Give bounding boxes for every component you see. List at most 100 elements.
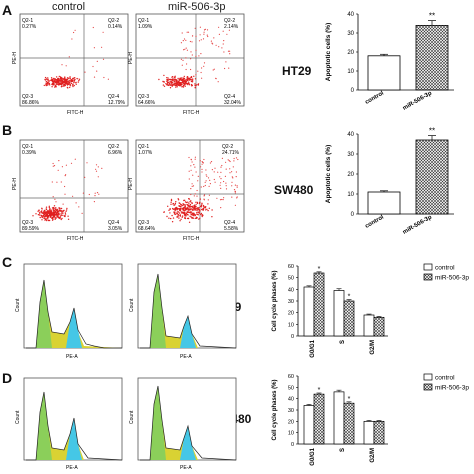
legend-swatch	[423, 373, 433, 381]
flow-event-dot	[60, 214, 62, 217]
x-axis-label: FITC-H	[67, 236, 84, 242]
flow-event-dot	[97, 176, 99, 178]
flow-event-dot	[198, 55, 200, 57]
flow-event-dot	[199, 205, 202, 208]
flow-event-dot	[173, 83, 175, 85]
flow-event-dot	[162, 84, 165, 86]
flow-event-dot	[46, 210, 48, 213]
flow-event-dot	[183, 49, 185, 51]
flow-event-dot	[221, 198, 223, 201]
flow-event-dot	[47, 216, 50, 218]
y-axis-label: Apoptotic cells (%)	[325, 23, 332, 82]
flow-event-dot	[187, 211, 189, 214]
flow-event-dot	[75, 83, 77, 86]
flow-event-dot	[77, 78, 79, 80]
flow-event-dot	[214, 181, 216, 183]
y-tick-label: 30	[347, 152, 354, 158]
flow-event-dot	[193, 195, 195, 197]
bar	[415, 139, 449, 215]
y-tick-label: 10	[288, 322, 294, 328]
flow-event-dot	[172, 79, 174, 82]
flow-event-dot	[186, 31, 188, 33]
flow-event-dot	[43, 84, 45, 87]
flow-plot-b-mir: Q2-1 1.07% Q2-2 24.71% Q2-3 68.64% Q2-4 …	[128, 139, 245, 242]
flow-event-dot	[220, 171, 222, 173]
flow-event-dot	[177, 84, 180, 86]
flow-event-dot	[187, 31, 190, 33]
flow-event-dot	[189, 215, 191, 217]
flow-event-dot	[183, 38, 186, 40]
flow-event-dot	[44, 216, 46, 218]
flow-event-dot	[55, 212, 57, 214]
flow-event-dot	[55, 217, 57, 219]
flow-event-dot	[57, 83, 60, 85]
flow-event-dot	[194, 214, 196, 216]
significance-label: *	[318, 387, 321, 394]
flow-event-dot	[196, 202, 199, 205]
x-axis-label: PE-A	[66, 354, 78, 360]
flow-event-dot	[65, 65, 67, 67]
flow-event-dot	[213, 178, 215, 181]
flow-event-dot	[52, 218, 54, 220]
flow-event-dot	[193, 213, 195, 216]
flow-event-dot	[215, 78, 217, 80]
flow-event-dot	[174, 81, 176, 83]
panel-letter-c: C	[2, 254, 13, 270]
flow-event-dot	[95, 164, 98, 166]
flow-event-dot	[194, 193, 196, 195]
flow-event-dot	[69, 76, 71, 78]
flow-event-dot	[206, 208, 208, 210]
x-axis-label: PE-A	[66, 465, 78, 471]
flow-event-dot	[62, 80, 64, 83]
flow-event-dot	[197, 207, 200, 209]
y-axis-label: PE-H	[12, 52, 18, 64]
flow-event-dot	[62, 85, 64, 87]
significance-label: *	[348, 294, 351, 301]
bar	[363, 420, 375, 445]
flow-event-dot	[175, 82, 178, 85]
flow-event-dot	[190, 193, 192, 196]
flow-event-dot	[88, 193, 90, 196]
flow-event-dot	[93, 47, 95, 49]
flow-event-dot	[82, 192, 84, 194]
flow-event-dot	[53, 80, 55, 82]
flow-event-dot	[53, 205, 56, 207]
flow-event-dot	[174, 204, 176, 206]
flow-event-dot	[65, 164, 67, 166]
flow-event-dot	[62, 82, 65, 84]
flow-event-dot	[42, 214, 45, 217]
flow-event-dot	[54, 218, 56, 220]
flow-event-dot	[194, 86, 196, 89]
flow-event-dot	[166, 215, 168, 218]
flow-event-dot	[203, 29, 206, 31]
flow-event-dot	[51, 79, 53, 82]
flow-event-dot	[221, 157, 223, 159]
flow-event-dot	[190, 58, 192, 60]
flow-event-dot	[184, 79, 186, 82]
flow-event-dot	[177, 82, 179, 84]
flow-event-dot	[49, 216, 51, 218]
flow-event-dot	[39, 214, 41, 216]
flow-event-dot	[60, 81, 62, 83]
flow-event-dot	[188, 81, 190, 83]
flow-event-dot	[203, 198, 205, 200]
flow-event-dot	[73, 84, 75, 87]
flow-event-dot	[194, 209, 196, 211]
x-tick-label: control	[364, 214, 385, 230]
col-title-control: control	[52, 1, 86, 13]
flow-event-dot	[71, 78, 73, 81]
flow-event-dot	[179, 205, 182, 208]
flow-event-dot	[191, 185, 193, 187]
flow-event-dot	[45, 80, 48, 83]
flow-event-dot	[184, 217, 187, 220]
flow-event-dot	[69, 86, 71, 89]
flow-event-dot	[66, 86, 69, 89]
flow-event-dot	[193, 209, 195, 211]
flow-event-dot	[184, 48, 186, 50]
flow-event-dot	[54, 216, 56, 219]
flow-event-dot	[231, 185, 233, 187]
flow-event-dot	[48, 214, 51, 216]
flow-event-dot	[173, 78, 175, 80]
bar	[333, 290, 345, 337]
flow-event-dot	[183, 79, 185, 81]
